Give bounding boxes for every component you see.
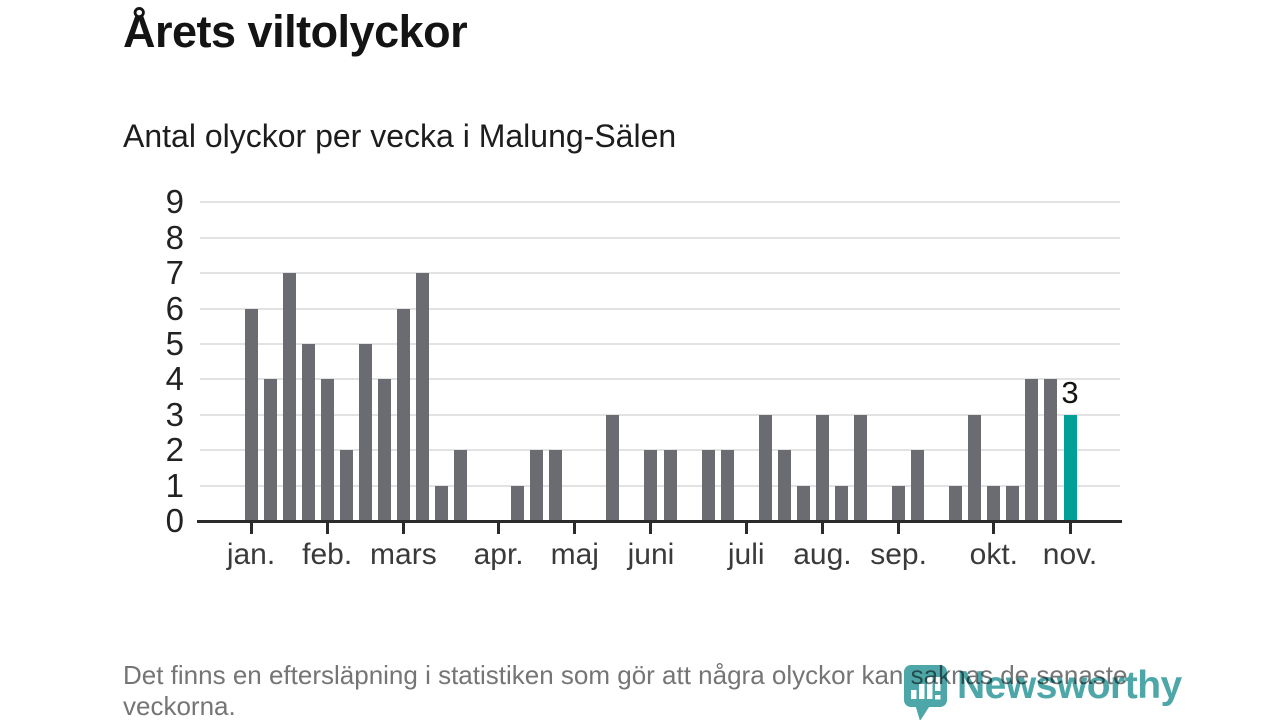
- x-axis-label-aug: aug.: [793, 538, 852, 571]
- x-axis-label-maj: maj: [550, 538, 599, 571]
- x-axis-label-juli: juli: [727, 538, 765, 571]
- bar-week-30: [796, 485, 810, 521]
- chart-subtitle: Antal olyckor per vecka i Malung-Sälen: [123, 118, 677, 154]
- y-axis-label-1: 1: [165, 466, 184, 504]
- bar-week-29: [777, 450, 791, 521]
- gridline-y2: [200, 449, 1120, 452]
- y-axis-label-7: 7: [165, 254, 184, 292]
- x-tick-maj: [573, 522, 577, 534]
- bar-week-11: [434, 485, 448, 521]
- bar-week-25: [701, 450, 715, 521]
- bar-week-39: [968, 414, 982, 521]
- bar-week-35: [892, 485, 906, 521]
- x-tick-okt: [992, 522, 996, 534]
- x-axis-label-apr: apr.: [473, 538, 524, 571]
- footnote-text: Det finns en eftersläpning i statistiken…: [123, 660, 1128, 720]
- x-tick-mars: [401, 522, 405, 534]
- bar-week-3: [282, 273, 296, 521]
- bar-week-8: [377, 379, 391, 521]
- x-axis-label-jan: jan.: [226, 538, 276, 571]
- bar-week-9: [396, 308, 410, 521]
- newsworthy-pin-barchart-icon: [904, 665, 947, 720]
- y-axis-label-9: 9: [165, 183, 184, 221]
- gridline-y1: [200, 484, 1120, 487]
- bar-week-26: [720, 450, 734, 521]
- x-tick-nov: [1068, 522, 1072, 534]
- gridline-y5: [200, 343, 1120, 345]
- x-axis-label-sep: sep.: [870, 538, 927, 571]
- bar-week-1: [244, 308, 258, 521]
- x-axis-line: [197, 520, 1122, 523]
- gridline-y8: [200, 236, 1120, 239]
- y-axis-label-5: 5: [165, 325, 184, 362]
- bar-week-15: [511, 485, 525, 521]
- bar-week-33: [854, 414, 867, 521]
- y-axis-label-2: 2: [165, 431, 184, 469]
- bar-week-43: [1044, 379, 1058, 521]
- bar-week-20: [606, 414, 620, 521]
- y-axis-label-3: 3: [165, 395, 184, 433]
- bar-week-41: [1006, 485, 1020, 521]
- x-tick-juni: [649, 522, 653, 534]
- x-axis-label-juni: juni: [627, 538, 675, 571]
- y-axis-label-4: 4: [165, 360, 184, 398]
- newsworthy-logo-text: Newsworthy: [957, 664, 1182, 707]
- x-tick-juli: [744, 522, 748, 534]
- bar-week-2: [263, 379, 277, 521]
- current-week-value-label: 3: [1061, 374, 1079, 410]
- bar-week-6: [339, 450, 353, 521]
- y-axis-label-8: 8: [165, 218, 184, 256]
- page-title: Årets viltolyckor: [123, 6, 468, 57]
- gridline-y7: [200, 272, 1120, 275]
- bar-week-44-current: [1063, 414, 1077, 521]
- x-axis-label-mars: mars: [370, 538, 437, 571]
- bar-week-40: [987, 485, 1001, 521]
- x-tick-aug: [820, 522, 824, 534]
- x-tick-apr: [497, 522, 501, 534]
- bar-week-10: [415, 273, 429, 521]
- bar-week-7: [358, 344, 372, 521]
- bar-week-17: [549, 450, 563, 521]
- x-tick-jan: [249, 522, 253, 534]
- gridline-y3: [200, 413, 1120, 416]
- x-axis-label-feb: feb.: [302, 538, 353, 571]
- x-tick-sep: [897, 522, 901, 534]
- bar-week-23: [663, 450, 677, 521]
- x-tick-feb: [325, 522, 329, 534]
- y-axis-label-0: 0: [165, 502, 184, 539]
- y-axis-label-6: 6: [165, 289, 184, 327]
- newsworthy-logo: Newsworthy: [903, 664, 1182, 720]
- bar-week-36: [911, 450, 925, 521]
- gridline-y4: [200, 378, 1120, 381]
- gridline-y6: [200, 307, 1120, 310]
- x-axis-label-okt: okt.: [969, 538, 1018, 571]
- bar-week-4: [301, 344, 315, 521]
- bar-week-22: [644, 450, 658, 521]
- gridline-y9: [200, 201, 1120, 204]
- bar-week-5: [320, 379, 334, 521]
- bar-week-32: [834, 485, 848, 521]
- bar-week-16: [530, 450, 544, 521]
- bar-week-28: [758, 414, 772, 521]
- bar-week-12: [454, 450, 468, 521]
- bar-week-38: [949, 485, 963, 521]
- bar-week-31: [815, 414, 829, 521]
- bar-week-42: [1025, 379, 1039, 521]
- x-axis-label-nov: nov.: [1042, 538, 1098, 571]
